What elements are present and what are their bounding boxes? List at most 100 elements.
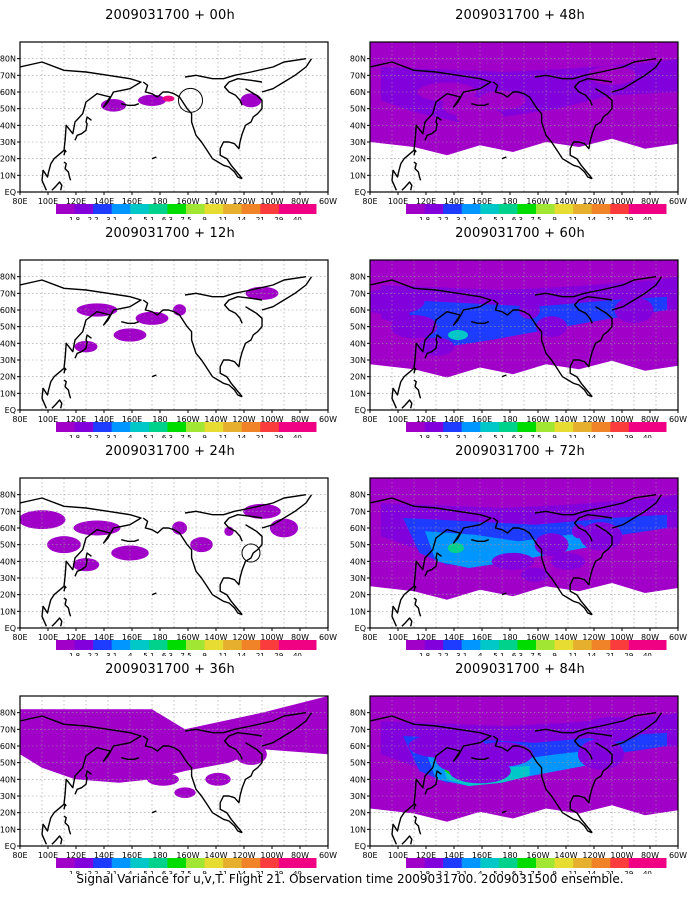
coastline [611,276,663,311]
x-tick-label: 80W [291,197,309,206]
variance-region [47,536,81,554]
colorbar-swatch [443,422,463,432]
x-tick-label: 140E [444,851,464,860]
colorbar-swatch [93,422,113,432]
colorbar-label: 21 [606,652,615,656]
colorbar-swatch [554,858,574,868]
colorbar-swatch [610,204,630,214]
coastline [121,321,140,325]
colorbar-swatch [260,858,280,868]
colorbar-swatch [93,858,113,868]
colorbar-label: 6.3 [162,434,173,438]
x-tick-label: 60W [319,415,337,424]
x-tick-label: 80W [291,633,309,642]
map-figure: 80E 100E 120E 140E 160E 180 160W 140W 120W 100W 80… [0,41,337,220]
colorbar-swatch [461,640,481,650]
variance-region [162,95,175,102]
x-tick-label: 120E [66,197,86,206]
x-tick-label: 80E [362,633,377,642]
colorbar-swatch [554,640,574,650]
gridlines [20,478,328,628]
colorbar-label: 4 [128,652,133,656]
colorbar-swatch [111,640,131,650]
x-tick-label: 100W [260,633,283,642]
colorbar-swatch [167,204,187,214]
colorbar-swatch [628,640,648,650]
x-tick-label: 140E [444,197,464,206]
x-tick-label: 140E [94,851,114,860]
variance-region [478,90,526,110]
x-tick-label: 100E [388,415,408,424]
colorbar-swatch [573,640,593,650]
x-tick-label: 80W [291,415,309,424]
colorbar-swatch [647,204,667,214]
colorbar-swatch [480,204,500,214]
colorbar-swatch [223,422,243,432]
colorbar-label: 9 [202,434,206,438]
x-tick-label: 160W [526,851,549,860]
y-tick-label: EQ [355,406,366,415]
y-tick-label: 20N [350,591,366,600]
colorbar-swatch [517,204,537,214]
colorbar-label: 40 [643,434,652,438]
x-tick-label: 80E [12,415,27,424]
variance-region [448,330,468,340]
gridlines [370,260,678,410]
coastline [471,539,490,543]
coastline [184,58,307,80]
colorbar-swatch [148,422,168,432]
y-tick-label: EQ [5,842,16,851]
map-panel: 2009031700 + 72h 80E 100E 120E 140E 160E 180 16… [350,444,690,656]
colorbar-swatch [647,422,667,432]
variance-region [147,772,179,786]
colorbar-swatch [443,640,463,650]
colorbar-swatch [591,640,611,650]
y-tick-label: 70N [350,725,366,734]
colorbar-label: 2.2 [88,216,99,220]
x-tick-label: 120W [232,415,255,424]
x-tick-label: 120W [582,633,605,642]
y-tick-label: 20N [350,155,366,164]
variance-region [20,510,66,530]
colorbar-swatch [241,640,261,650]
colorbar-label: 14 [237,652,246,656]
coastline [492,299,593,398]
x-tick-label: 120E [66,633,86,642]
colorbar-label: 29 [274,216,283,220]
coastline [492,81,593,180]
colorbar-label: 29 [624,652,633,656]
y-tick-label: 60N [0,742,16,751]
colorbar: 1.8 2.2 3.1 4 5.1 6.3 7.5 9 11 14 21 29 40 [56,204,317,220]
y-tick-label: 50N [350,323,366,332]
colorbar-swatch [111,858,131,868]
x-tick-label: 180 [502,633,517,642]
colorbar-label: 7.5 [180,870,191,874]
colorbar-swatch [56,422,76,432]
x-tick-label: 180 [502,197,517,206]
colorbar-swatch [278,422,298,432]
colorbar-label: 3.1 [456,216,467,220]
colorbar-label: 29 [274,652,283,656]
coastline [20,61,142,191]
x-tick-label: 60W [669,851,687,860]
map-panel: 2009031700 + 12h 80E 100E 120E 140E 160E 180 16… [0,226,340,438]
coastline [223,295,263,324]
x-tick-label: 120E [416,197,436,206]
colorbar-label: 14 [237,870,246,874]
x-tick-label: 100W [610,415,633,424]
coastlines [20,276,313,409]
observation-circle [241,543,261,563]
colorbar-swatch [461,858,481,868]
colorbar-label: 6.3 [512,216,523,220]
x-tick-label: 80W [641,415,659,424]
variance-region [205,772,231,786]
colorbar-swatch [130,858,150,868]
colorbar-swatch [517,858,537,868]
y-tick-label: 80N [0,491,16,500]
colorbar-swatch [424,858,444,868]
colorbar-swatch [278,858,298,868]
x-tick-label: 180 [152,633,167,642]
y-tick-label: 60N [350,306,366,315]
colorbar-swatch [647,858,667,868]
colorbar-swatch [278,640,298,650]
